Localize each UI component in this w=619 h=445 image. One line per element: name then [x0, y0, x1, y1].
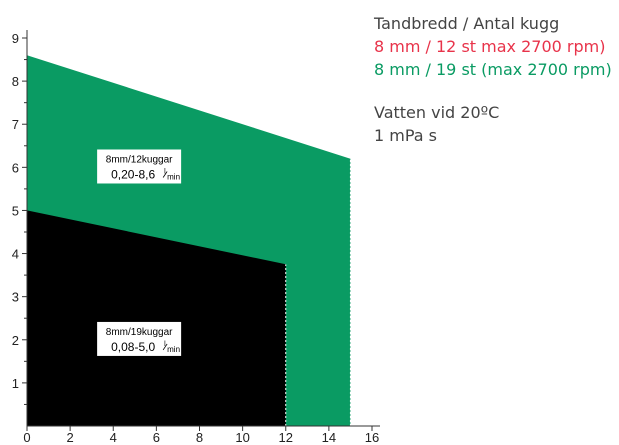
- region-label-range: 0,20-8,6: [111, 167, 155, 181]
- x-tick-label: 8: [196, 430, 203, 445]
- region-label-unit-den: min: [167, 172, 180, 181]
- region-label-name: 8mm/19kuggar: [106, 327, 173, 338]
- region-label-box: [97, 321, 182, 356]
- y-tick-label: 5: [12, 203, 19, 218]
- region-label-unit-slash: [162, 171, 168, 178]
- y-tick-label: 9: [12, 31, 19, 46]
- legend: Tandbredd / Antal kugg 8 mm / 12 st max …: [374, 12, 612, 147]
- region-label-unit-num: l: [164, 168, 166, 175]
- legend-header: Tandbredd / Antal kugg: [374, 14, 560, 33]
- y-tick-label: 1: [12, 376, 19, 391]
- y-tick-label: 2: [12, 333, 19, 348]
- chart-regions: [27, 55, 351, 426]
- region-label-range: 0,08-5,0: [111, 340, 155, 354]
- x-tick-label: 10: [235, 430, 249, 445]
- y-tick-label: 4: [12, 247, 19, 262]
- y-tick-label: 7: [12, 117, 19, 132]
- region-label-unit-slash: [162, 343, 168, 351]
- x-tick-label: 14: [322, 430, 336, 445]
- x-tick-label: 0: [23, 430, 30, 445]
- y-tick-label: 6: [12, 160, 19, 175]
- region-label-box: [97, 149, 182, 184]
- x-tick-label: 4: [110, 430, 117, 445]
- y-tick-label: 3: [12, 290, 19, 305]
- x-tick-label: 2: [67, 430, 74, 445]
- legend-series-12: 8 mm / 12 st max 2700 rpm): [374, 37, 606, 56]
- y-tick-label: 8: [12, 74, 19, 89]
- viscosity-label: 1 mPa s: [374, 126, 438, 145]
- x-tick-label: 16: [365, 430, 379, 445]
- region-19-teeth: [27, 210, 286, 426]
- fluid-label: Vatten vid 20ºC: [374, 103, 500, 122]
- x-tick-label: 12: [279, 430, 293, 445]
- x-tick-label: 6: [153, 430, 160, 445]
- region-label-unit-den: min: [167, 345, 180, 354]
- region-label-name: 8mm/12kuggar: [106, 154, 173, 165]
- region-label-unit-num: l: [164, 341, 166, 348]
- legend-series-19: 8 mm / 19 st (max 2700 rpm): [374, 60, 612, 79]
